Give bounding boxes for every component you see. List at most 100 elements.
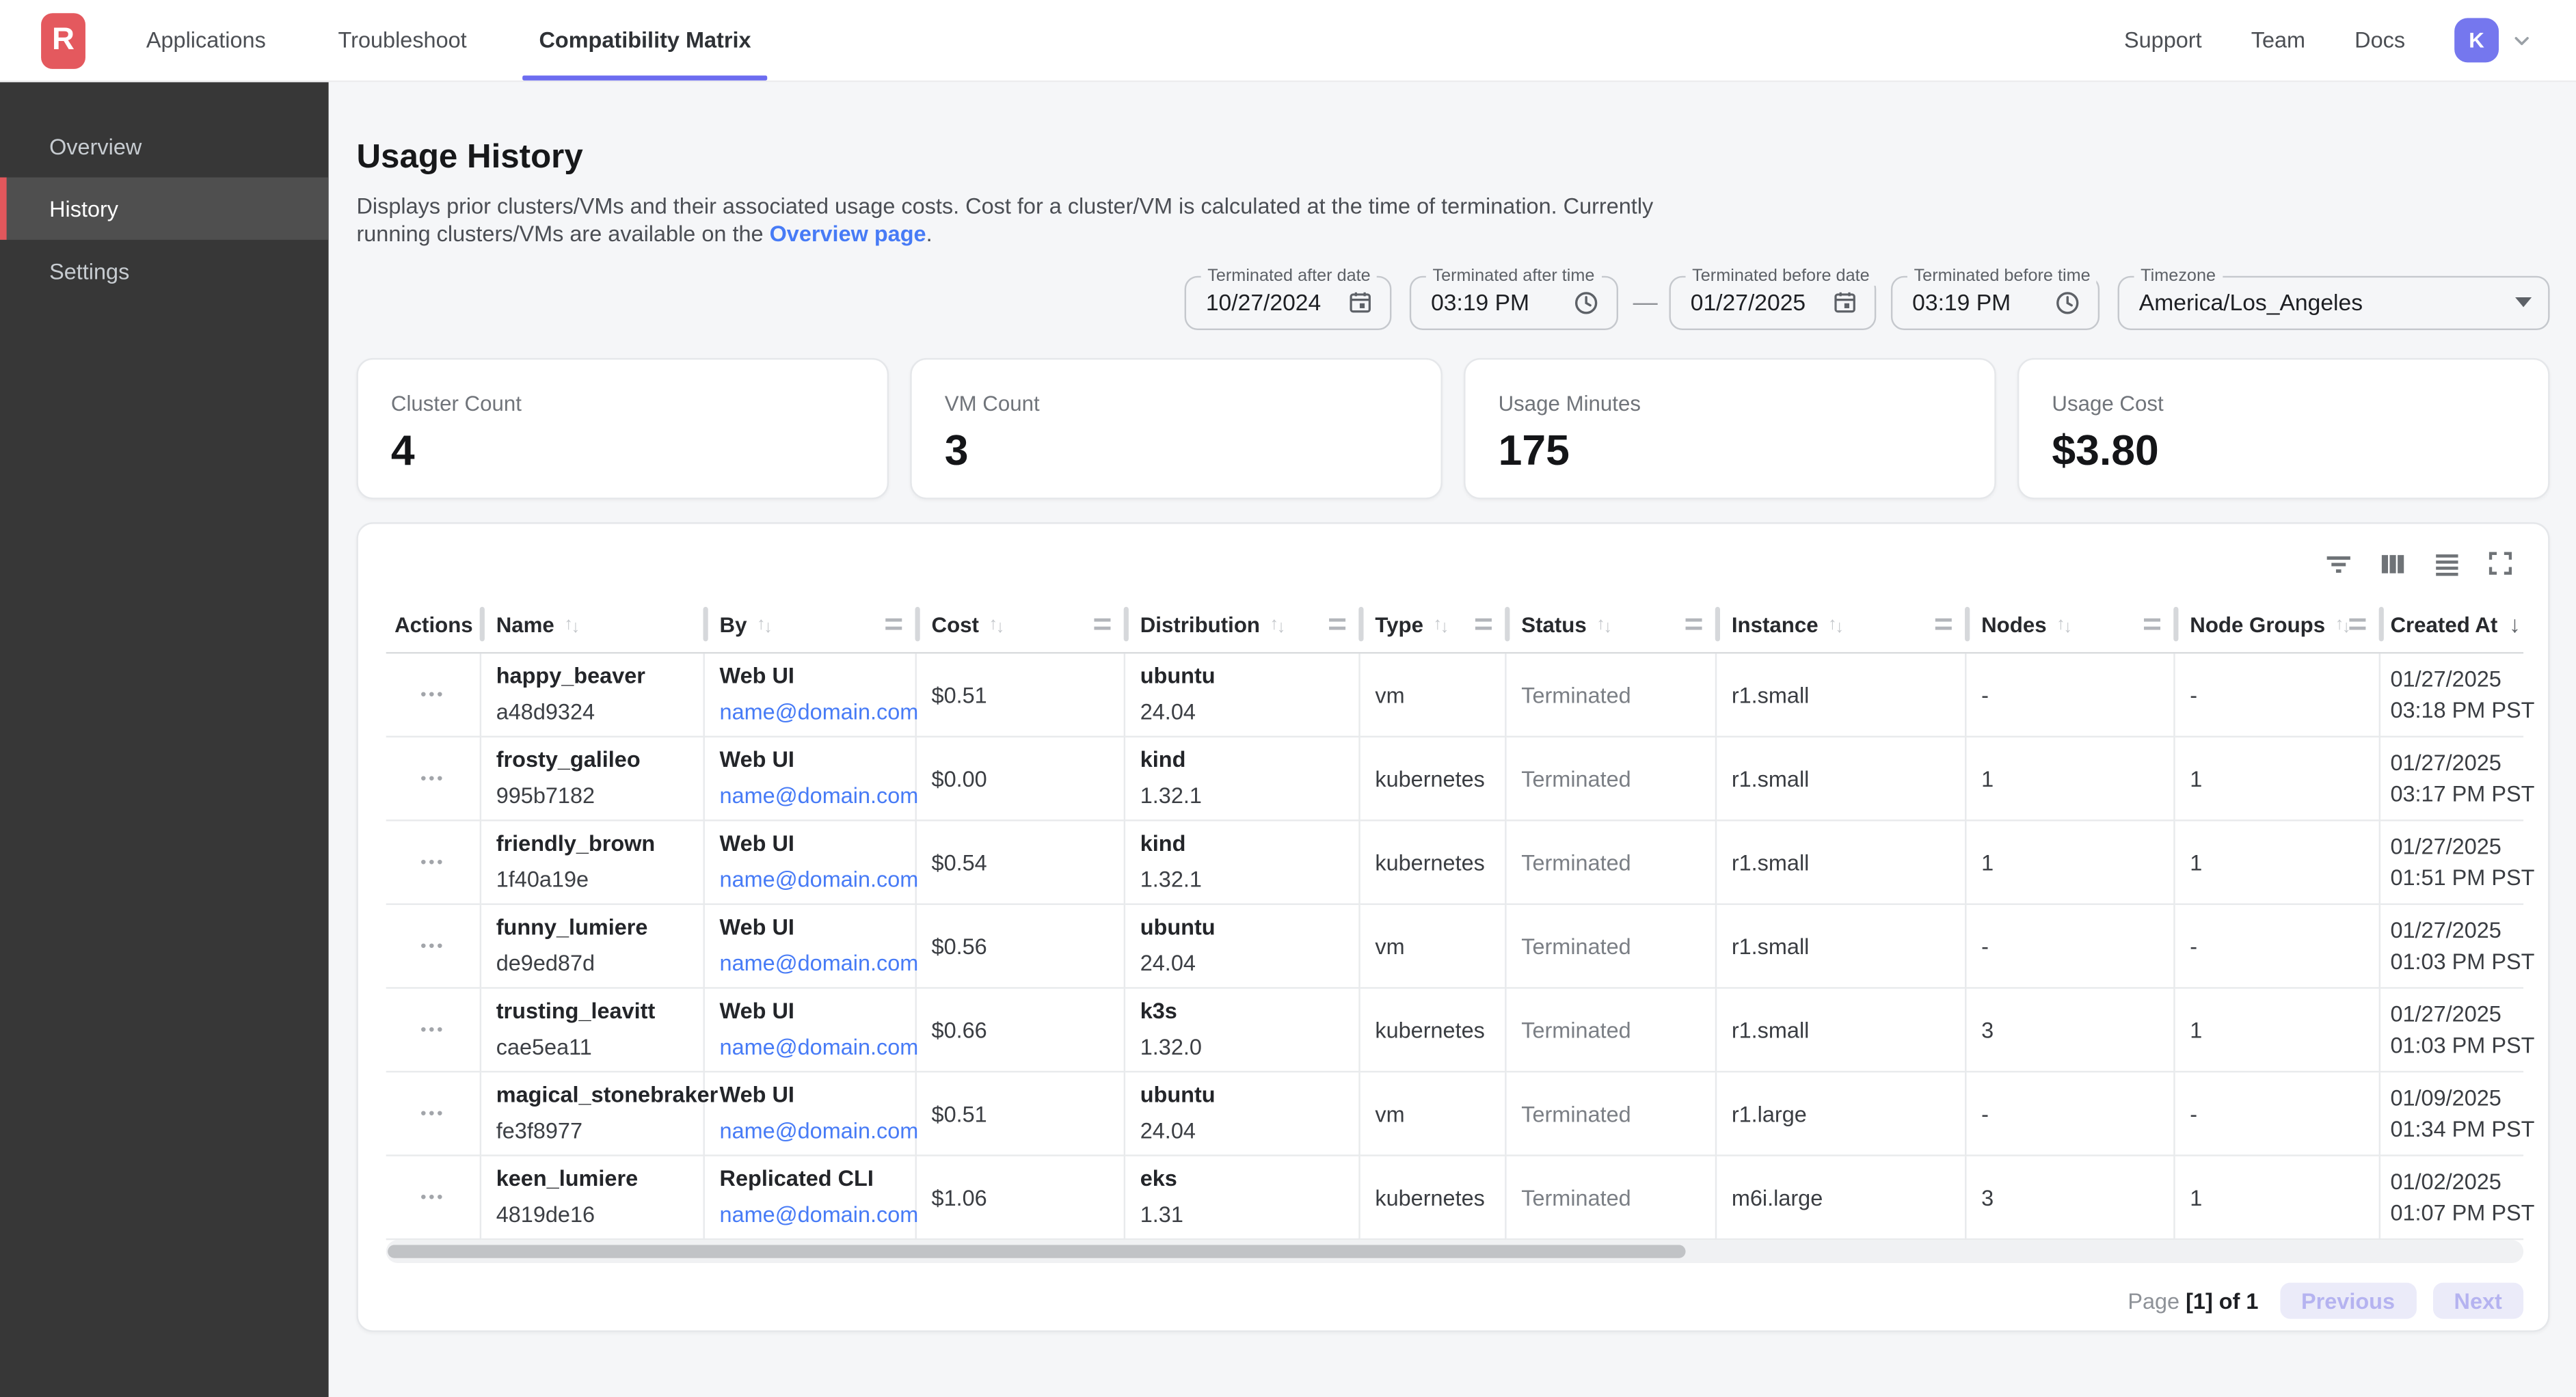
sort-icon[interactable]: ↑↓ (1433, 614, 1447, 634)
sort-icon[interactable]: ↑↓ (1596, 614, 1610, 634)
cost-cell: $0.51 (917, 1072, 1125, 1156)
columns-icon[interactable] (2372, 543, 2412, 583)
sort-icon[interactable]: ↑↓ (1828, 614, 1842, 634)
row-actions-button[interactable]: ••• (414, 1014, 452, 1046)
sidebar-item-history[interactable]: History (0, 178, 329, 240)
chevron-down-icon[interactable] (2510, 29, 2534, 52)
user-email-link[interactable]: name@domain.com (720, 694, 915, 731)
row-actions-button[interactable]: ••• (414, 679, 452, 711)
user-avatar[interactable]: K (2454, 18, 2499, 62)
distribution-name: kind (1140, 742, 1359, 778)
column-header-instance[interactable]: Instance↑↓ (1717, 596, 1966, 652)
replicated-logo[interactable]: R (41, 12, 85, 68)
column-header-created-at[interactable]: Created At↓ (2380, 596, 2523, 652)
field-value[interactable]: 03:19 PM (1912, 289, 2040, 315)
sort-icon[interactable]: ↑↓ (757, 614, 770, 634)
horizontal-scrollbar-thumb[interactable] (388, 1245, 1685, 1258)
nav-link-support[interactable]: Support (2124, 28, 2202, 53)
calendar-icon[interactable] (1347, 289, 1373, 315)
fullscreen-icon[interactable] (2481, 543, 2521, 583)
table-row: ••• frosty_galileo995b7182 Web UIname@do… (386, 737, 2523, 822)
node-groups-cell: 1 (2175, 989, 2380, 1073)
instance-cell: m6i.large (1717, 1156, 1966, 1240)
nav-tab-applications[interactable]: Applications (136, 0, 276, 81)
row-actions-button[interactable]: ••• (414, 930, 452, 962)
cluster-id: 995b7182 (496, 778, 703, 815)
field-value[interactable]: 10/27/2024 (1206, 289, 1334, 315)
row-actions-button[interactable]: ••• (414, 847, 452, 878)
terminated-after-date-field[interactable]: Terminated after date 10/27/2024 (1185, 275, 1392, 329)
column-header-name[interactable]: Name ↑↓ (481, 596, 705, 652)
user-email-link[interactable]: name@domain.com (720, 1030, 915, 1066)
column-header-node-groups[interactable]: Node Groups↑↓ (2175, 596, 2380, 652)
row-actions-button[interactable]: ••• (414, 1182, 452, 1213)
user-email-link[interactable]: name@domain.com (720, 1197, 915, 1234)
column-menu-icon[interactable] (2144, 619, 2160, 630)
next-page-button[interactable]: Next (2432, 1283, 2523, 1319)
nav-tab-troubleshoot[interactable]: Troubleshoot (328, 0, 477, 81)
density-icon[interactable] (2426, 543, 2466, 583)
column-menu-icon[interactable] (2349, 619, 2365, 630)
filter-icon[interactable] (2318, 543, 2358, 583)
nav-link-team[interactable]: Team (2251, 28, 2305, 53)
created-time: 01:51 PM PST (2390, 863, 2523, 894)
field-value[interactable]: America/Los_Angeles (2139, 289, 2502, 315)
caret-down-icon[interactable] (2515, 297, 2532, 307)
calendar-icon[interactable] (1832, 289, 1857, 315)
column-menu-icon[interactable] (1475, 619, 1492, 630)
distribution-name: ubuntu (1140, 910, 1359, 946)
column-header-type[interactable]: Type↑↓ (1360, 596, 1507, 652)
row-actions-button[interactable]: ••• (414, 763, 452, 794)
clock-icon[interactable] (1572, 288, 1600, 316)
overview-page-link[interactable]: Overview page (770, 221, 926, 246)
sort-icon[interactable]: ↑↓ (564, 614, 578, 634)
user-email-link[interactable]: name@domain.com (720, 778, 915, 815)
distribution-version: 1.32.1 (1140, 778, 1359, 815)
sort-icon[interactable]: ↑↓ (1270, 614, 1283, 634)
terminated-before-date-field[interactable]: Terminated before date 01/27/2025 (1669, 275, 1877, 329)
sidebar-item-overview[interactable]: Overview (0, 115, 329, 177)
stat-value: 4 (391, 425, 887, 476)
nodes-cell: 1 (1966, 737, 2175, 822)
clock-icon[interactable] (2054, 288, 2082, 316)
nav-link-docs[interactable]: Docs (2354, 28, 2405, 53)
user-email-link[interactable]: name@domain.com (720, 1113, 915, 1150)
column-header-cost[interactable]: Cost↑↓ (917, 596, 1125, 652)
status-cell: Terminated (1507, 1072, 1717, 1156)
terminated-after-time-field[interactable]: Terminated after time 03:19 PM (1410, 275, 1618, 329)
column-label: Distribution (1140, 612, 1260, 636)
status-cell: Terminated (1507, 905, 1717, 989)
sort-icon[interactable]: ↑↓ (2056, 614, 2070, 634)
sort-icon[interactable]: ↑↓ (2335, 614, 2349, 634)
column-menu-icon[interactable] (1935, 619, 1952, 630)
column-menu-icon[interactable] (1686, 619, 1702, 630)
column-header-status[interactable]: Status↑↓ (1507, 596, 1717, 652)
nodes-cell: - (1966, 905, 2175, 989)
field-value[interactable]: 03:19 PM (1431, 289, 1559, 315)
sort-desc-icon[interactable]: ↓ (2509, 611, 2521, 637)
row-actions-button[interactable]: ••• (414, 1098, 452, 1129)
page-description-text: Displays prior clusters/VMs and their as… (356, 194, 1653, 247)
table-row: ••• friendly_brown1f40a19e Web UIname@do… (386, 822, 2523, 906)
user-email-link[interactable]: name@domain.com (720, 863, 915, 899)
terminated-before-time-field[interactable]: Terminated before time 03:19 PM (1891, 275, 2099, 329)
sort-icon[interactable]: ↑↓ (989, 614, 1002, 634)
cluster-id: a48d9324 (496, 694, 703, 731)
column-menu-icon[interactable] (1094, 619, 1110, 630)
timezone-select[interactable]: Timezone America/Los_Angeles (2118, 275, 2550, 329)
column-label: Name (496, 612, 554, 636)
column-menu-icon[interactable] (1329, 619, 1345, 630)
created-by-method: Web UI (720, 826, 915, 863)
column-header-nodes[interactable]: Nodes↑↓ (1966, 596, 2175, 652)
previous-page-button[interactable]: Previous (2280, 1283, 2417, 1319)
nodes-cell: 3 (1966, 989, 2175, 1073)
type-cell: kubernetes (1360, 989, 1507, 1073)
sidebar-item-settings[interactable]: Settings (0, 240, 329, 302)
field-value[interactable]: 01/27/2025 (1691, 289, 1819, 315)
column-menu-icon[interactable] (885, 619, 902, 630)
nav-tab-compatibility-matrix[interactable]: Compatibility Matrix (529, 0, 761, 81)
column-header-by[interactable]: By↑↓ (705, 596, 917, 652)
user-email-link[interactable]: name@domain.com (720, 946, 915, 982)
column-header-distribution[interactable]: Distribution ↑↓ (1125, 596, 1360, 652)
stat-value: $3.80 (2052, 425, 2548, 476)
